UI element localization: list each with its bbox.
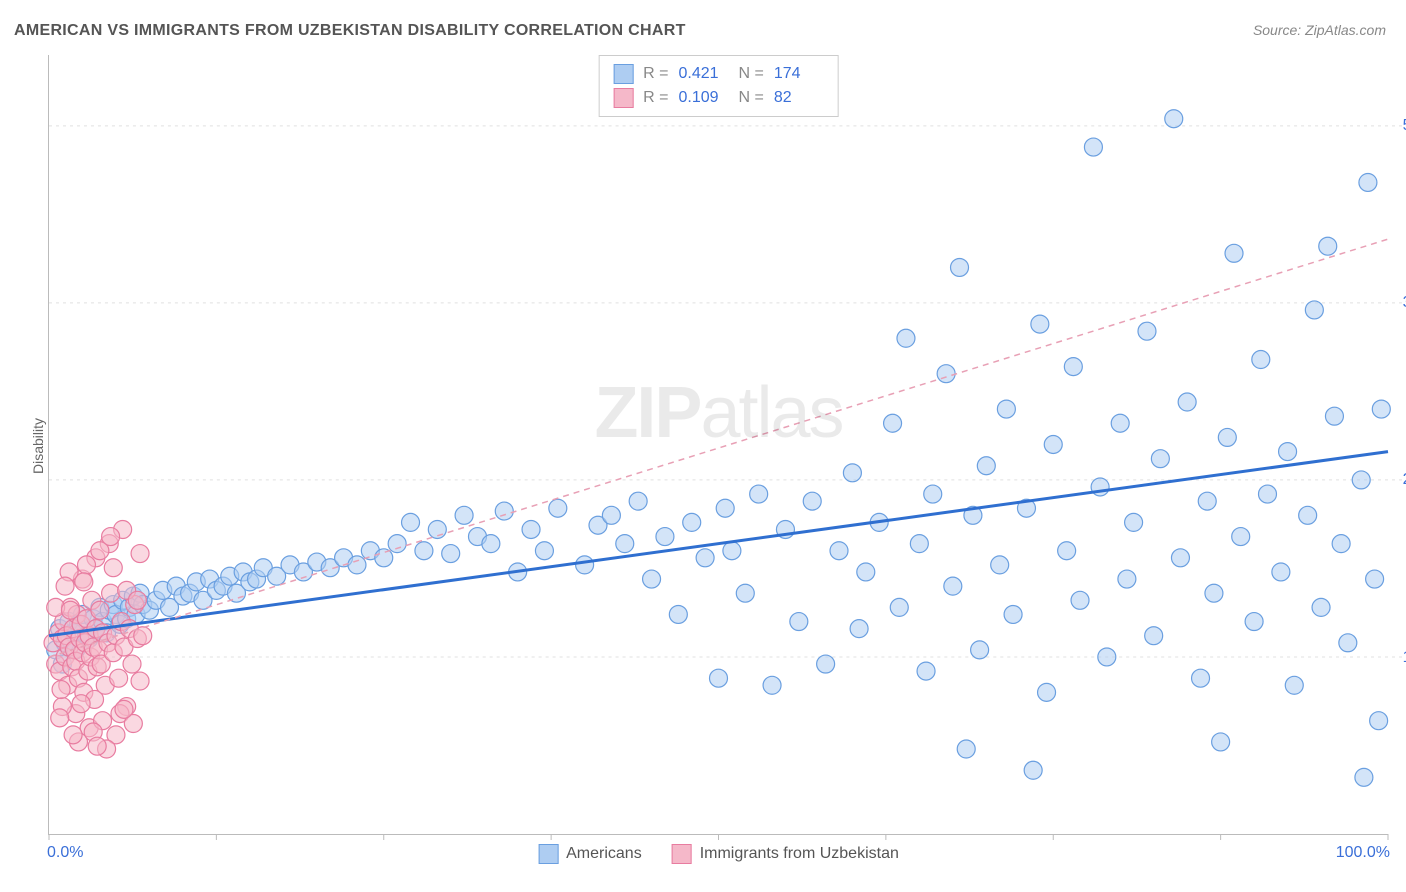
scatter-svg bbox=[49, 55, 1388, 834]
x-axis-label-right: 100.0% bbox=[1336, 844, 1390, 862]
legend-swatch-americans-icon bbox=[538, 844, 558, 864]
x-axis-label-left: 0.0% bbox=[47, 844, 83, 862]
legend-stats-row-1: R = 0.109 N = 82 bbox=[613, 86, 824, 110]
y-tick-label: 25.0% bbox=[1403, 471, 1406, 489]
source-label: Source: ZipAtlas.com bbox=[1253, 22, 1386, 38]
y-axis-label: Disability bbox=[30, 418, 46, 474]
legend-swatch-americans bbox=[613, 64, 633, 84]
legend-swatch-immigrants-icon bbox=[672, 844, 692, 864]
legend-stats-row-0: R = 0.421 N = 174 bbox=[613, 62, 824, 86]
chart-container: AMERICAN VS IMMIGRANTS FROM UZBEKISTAN D… bbox=[0, 0, 1406, 892]
legend-swatch-immigrants bbox=[613, 88, 633, 108]
y-tick-label: 50.0% bbox=[1403, 117, 1406, 135]
legend-item-americans: Americans bbox=[538, 844, 642, 864]
legend-stats-box: R = 0.421 N = 174 R = 0.109 N = 82 bbox=[598, 55, 839, 117]
legend-item-immigrants: Immigrants from Uzbekistan bbox=[672, 844, 899, 864]
chart-title: AMERICAN VS IMMIGRANTS FROM UZBEKISTAN D… bbox=[14, 22, 686, 40]
y-tick-label: 37.5% bbox=[1403, 294, 1406, 312]
legend-series: Americans Immigrants from Uzbekistan bbox=[538, 844, 899, 864]
plot-area: ZIPatlas R = 0.421 N = 174 R = 0.109 N =… bbox=[48, 55, 1388, 835]
y-tick-label: 12.5% bbox=[1403, 649, 1406, 667]
